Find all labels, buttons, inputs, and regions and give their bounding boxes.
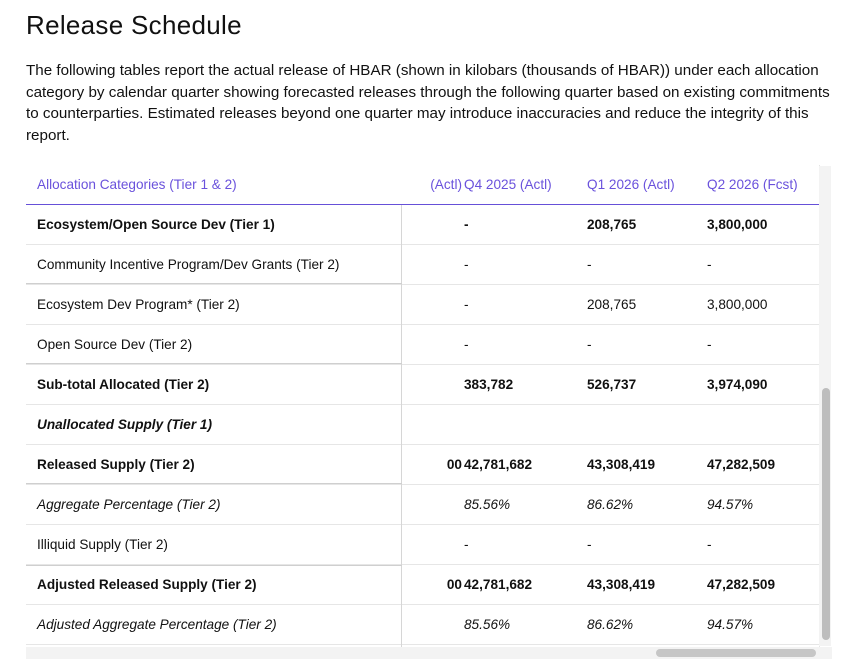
header-allocation-categories[interactable]: Allocation Categories (Tier 1 & 2) bbox=[37, 177, 237, 192]
row-q4-2025: 85.56% bbox=[464, 617, 511, 632]
row-q1-2026: 43,308,419 bbox=[587, 457, 656, 472]
row-separator bbox=[26, 363, 402, 364]
horizontal-scrollbar-thumb[interactable] bbox=[656, 649, 816, 657]
table-row: Ecosystem Dev Program* (Tier 2) - 208,76… bbox=[26, 285, 819, 325]
table-row: Community Incentive Program/Dev Grants (… bbox=[26, 245, 819, 285]
row-q4-2025: 383,782 bbox=[464, 377, 514, 392]
row-category: Aggregate Percentage (Tier 2) bbox=[37, 497, 221, 512]
sticky-column-divider bbox=[401, 205, 402, 647]
row-q4-2025: 42,781,682 bbox=[464, 457, 533, 472]
horizontal-scrollbar-track[interactable] bbox=[26, 647, 832, 659]
row-clipped-value: 00 bbox=[446, 457, 462, 472]
row-q1-2026: 208,765 bbox=[587, 297, 637, 312]
row-category: Community Incentive Program/Dev Grants (… bbox=[37, 257, 340, 272]
table-row: Aggregate Percentage (Tier 2) 85.56% 86.… bbox=[26, 485, 819, 525]
row-clipped-value: 00 bbox=[446, 577, 462, 592]
row-category: Ecosystem/Open Source Dev (Tier 1) bbox=[37, 217, 275, 232]
row-q1-2026: - bbox=[587, 337, 592, 352]
row-clipped-value bbox=[402, 285, 462, 324]
table-row: Sub-total Allocated (Tier 2) 383,782 526… bbox=[26, 365, 819, 405]
page-title: Release Schedule bbox=[26, 10, 242, 40]
table-row: Released Supply (Tier 2) 00 42,781,682 4… bbox=[26, 445, 819, 485]
table-row: Adjusted Aggregate Percentage (Tier 2) 8… bbox=[26, 605, 819, 645]
table-header-row: Allocation Categories (Tier 1 & 2) (Actl… bbox=[26, 165, 819, 205]
row-q1-2026: 43,308,419 bbox=[587, 577, 656, 592]
row-clipped-value bbox=[402, 245, 462, 284]
row-q2-2026: - bbox=[707, 537, 712, 552]
row-q2-2026: 94.57% bbox=[707, 617, 754, 632]
row-separator bbox=[26, 483, 402, 484]
row-category: Illiquid Supply (Tier 2) bbox=[37, 537, 168, 552]
row-q2-2026: 47,282,509 bbox=[707, 577, 776, 592]
row-clipped-value bbox=[402, 525, 462, 564]
row-category: Adjusted Aggregate Percentage (Tier 2) bbox=[37, 617, 277, 632]
row-q4-2025: - bbox=[464, 297, 469, 312]
row-category: Ecosystem Dev Program* (Tier 2) bbox=[37, 297, 240, 312]
row-q2-2026: - bbox=[707, 337, 712, 352]
row-q1-2026: 86.62% bbox=[587, 497, 634, 512]
row-category: Sub-total Allocated (Tier 2) bbox=[37, 377, 210, 392]
table-row: Unallocated Supply (Tier 1) bbox=[26, 405, 819, 445]
table-row: Illiquid Supply (Tier 2) - - - bbox=[26, 525, 819, 565]
row-q4-2025: - bbox=[464, 337, 469, 352]
table-row: Ecosystem/Open Source Dev (Tier 1) - 208… bbox=[26, 205, 819, 245]
row-q1-2026: 86.62% bbox=[587, 617, 634, 632]
row-q2-2026: 94.57% bbox=[707, 497, 754, 512]
row-category: Open Source Dev (Tier 2) bbox=[37, 337, 193, 352]
header-clipped-column[interactable]: (Actl) bbox=[430, 177, 462, 192]
row-q2-2026: - bbox=[707, 257, 712, 272]
row-q1-2026: 526,737 bbox=[587, 377, 637, 392]
row-q4-2025: 42,781,682 bbox=[464, 577, 533, 592]
row-clipped-value bbox=[402, 485, 462, 524]
row-clipped-value bbox=[402, 405, 462, 444]
row-separator bbox=[26, 565, 402, 566]
row-q4-2025: 85.56% bbox=[464, 497, 511, 512]
intro-paragraph: The following tables report the actual r… bbox=[26, 62, 830, 144]
release-schedule-table[interactable]: Allocation Categories (Tier 1 & 2) (Actl… bbox=[26, 165, 820, 647]
row-q1-2026: - bbox=[587, 537, 592, 552]
header-q4-2025[interactable]: Q4 2025 (Actl) bbox=[464, 177, 552, 192]
row-clipped-value bbox=[402, 605, 462, 644]
row-q2-2026: 3,800,000 bbox=[707, 217, 768, 232]
header-q2-2026[interactable]: Q2 2026 (Fcst) bbox=[707, 177, 798, 192]
row-q4-2025: - bbox=[464, 257, 469, 272]
row-q1-2026: 208,765 bbox=[587, 217, 637, 232]
row-q4-2025: - bbox=[464, 217, 469, 232]
row-clipped-value bbox=[402, 365, 462, 404]
row-clipped-value bbox=[402, 205, 462, 244]
table-row: Adjusted Released Supply (Tier 2) 00 42,… bbox=[26, 565, 819, 605]
row-category: Released Supply (Tier 2) bbox=[37, 457, 195, 472]
table-row: Open Source Dev (Tier 2) - - - bbox=[26, 325, 819, 365]
row-category: Adjusted Released Supply (Tier 2) bbox=[37, 577, 257, 592]
vertical-scrollbar-thumb[interactable] bbox=[822, 388, 830, 640]
row-separator bbox=[26, 283, 402, 284]
header-q1-2026[interactable]: Q1 2026 (Actl) bbox=[587, 177, 675, 192]
row-category: Unallocated Supply (Tier 1) bbox=[37, 417, 212, 432]
row-q2-2026: 3,974,090 bbox=[707, 377, 768, 392]
row-q1-2026: - bbox=[587, 257, 592, 272]
row-q2-2026: 3,800,000 bbox=[707, 297, 768, 312]
row-q2-2026: 47,282,509 bbox=[707, 457, 776, 472]
row-clipped-value bbox=[402, 325, 462, 364]
row-q4-2025: - bbox=[464, 537, 469, 552]
